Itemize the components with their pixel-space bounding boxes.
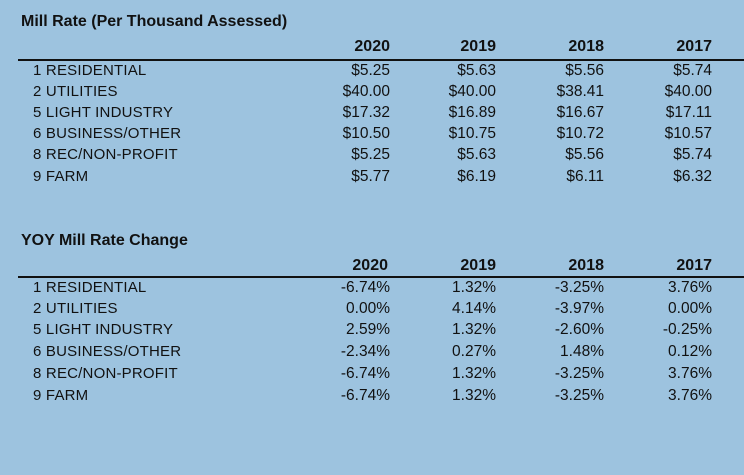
table-cell: $5.74 bbox=[673, 146, 712, 163]
table-cell: $10.50 bbox=[342, 125, 390, 142]
table-cell: $5.56 bbox=[565, 146, 604, 163]
table-cell: -3.25% bbox=[554, 365, 604, 382]
table-cell: $5.25 bbox=[351, 62, 390, 79]
row-label: 5 LIGHT INDUSTRY bbox=[33, 321, 174, 338]
table-row: 2 UTILITIES $40.00 $40.00 $38.41 $40.00 bbox=[0, 83, 744, 104]
table-cell: -6.74% bbox=[340, 387, 390, 404]
table-cell: 2.59% bbox=[346, 321, 390, 338]
table-cell: $5.63 bbox=[457, 62, 496, 79]
table-cell: $17.32 bbox=[342, 104, 390, 121]
table-cell: 0.00% bbox=[668, 300, 712, 317]
year-header: 2017 bbox=[676, 38, 712, 55]
table-cell: $40.00 bbox=[448, 83, 496, 100]
table-cell: $40.00 bbox=[664, 83, 712, 100]
year-header: 2018 bbox=[568, 38, 604, 55]
row-label: 1 RESIDENTIAL bbox=[33, 62, 147, 79]
table-cell: $16.89 bbox=[448, 104, 496, 121]
table-cell: -6.74% bbox=[340, 365, 390, 382]
table-cell: $5.25 bbox=[351, 146, 390, 163]
table-row: 1 RESIDENTIAL -6.74% 1.32% -3.25% 3.76% bbox=[0, 279, 744, 300]
table-row: 1 RESIDENTIAL $5.25 $5.63 $5.56 $5.74 bbox=[0, 62, 744, 83]
row-label: 9 FARM bbox=[33, 387, 89, 404]
table-cell: 1.32% bbox=[452, 279, 496, 296]
table-row: 6 BUSINESS/OTHER $10.50 $10.75 $10.72 $1… bbox=[0, 125, 744, 146]
table-cell: $10.57 bbox=[664, 125, 712, 142]
row-label: 5 LIGHT INDUSTRY bbox=[33, 104, 174, 121]
table-cell: 4.14% bbox=[452, 300, 496, 317]
table-row: 2 UTILITIES 0.00% 4.14% -3.97% 0.00% bbox=[0, 300, 744, 321]
table-cell: -3.25% bbox=[554, 279, 604, 296]
table-row: 8 REC/NON-PROFIT $5.25 $5.63 $5.56 $5.74 bbox=[0, 146, 744, 167]
table-cell: 1.32% bbox=[452, 365, 496, 382]
table-cell: $10.72 bbox=[556, 125, 604, 142]
year-header: 2019 bbox=[460, 257, 496, 274]
year-header: 2018 bbox=[568, 257, 604, 274]
year-header: 2019 bbox=[460, 38, 496, 55]
table-cell: $5.56 bbox=[565, 62, 604, 79]
yoy-change-title: YOY Mill Rate Change bbox=[21, 232, 188, 249]
table-cell: $6.32 bbox=[673, 168, 712, 185]
row-label: 6 BUSINESS/OTHER bbox=[33, 343, 182, 360]
table-cell: -2.34% bbox=[340, 343, 390, 360]
table-cell: 0.27% bbox=[452, 343, 496, 360]
mill-rate-title: Mill Rate (Per Thousand Assessed) bbox=[21, 13, 288, 30]
row-label: 1 RESIDENTIAL bbox=[33, 279, 147, 296]
table-cell: $10.75 bbox=[448, 125, 496, 142]
table-cell: $40.00 bbox=[342, 83, 390, 100]
table-cell: -2.60% bbox=[554, 321, 604, 338]
table-cell: $5.74 bbox=[673, 62, 712, 79]
table-cell: $5.77 bbox=[351, 168, 390, 185]
table-row: 9 FARM -6.74% 1.32% -3.25% 3.76% bbox=[0, 387, 744, 408]
table-row: 5 LIGHT INDUSTRY $17.32 $16.89 $16.67 $1… bbox=[0, 104, 744, 125]
table-cell: $6.19 bbox=[457, 168, 496, 185]
header-divider bbox=[18, 276, 744, 278]
row-label: 8 REC/NON-PROFIT bbox=[33, 365, 178, 382]
table-cell: 3.76% bbox=[668, 365, 712, 382]
table-cell: -0.25% bbox=[662, 321, 712, 338]
table-cell: $5.63 bbox=[457, 146, 496, 163]
row-label: 8 REC/NON-PROFIT bbox=[33, 146, 178, 163]
table-cell: 3.76% bbox=[668, 279, 712, 296]
row-label: 2 UTILITIES bbox=[33, 300, 118, 317]
table-cell: $16.67 bbox=[556, 104, 604, 121]
mill-rate-year-header: 2020 2019 2018 2017 bbox=[0, 38, 744, 58]
table-row: 6 BUSINESS/OTHER -2.34% 0.27% 1.48% 0.12… bbox=[0, 343, 744, 364]
table-cell: $17.11 bbox=[665, 104, 712, 121]
year-header: 2017 bbox=[676, 257, 712, 274]
table-cell: 0.00% bbox=[346, 300, 390, 317]
table-cell: $6.11 bbox=[566, 168, 604, 185]
row-label: 2 UTILITIES bbox=[33, 83, 118, 100]
table-cell: 3.76% bbox=[668, 387, 712, 404]
header-divider bbox=[18, 59, 744, 61]
table-cell: 0.12% bbox=[668, 343, 712, 360]
table-cell: 1.48% bbox=[560, 343, 604, 360]
yoy-year-header: 2020 2019 2018 2017 bbox=[0, 257, 744, 277]
table-cell: -3.97% bbox=[554, 300, 604, 317]
table-row: 9 FARM $5.77 $6.19 $6.11 $6.32 bbox=[0, 168, 744, 189]
table-cell: -6.74% bbox=[340, 279, 390, 296]
row-label: 9 FARM bbox=[33, 168, 89, 185]
table-row: 5 LIGHT INDUSTRY 2.59% 1.32% -2.60% -0.2… bbox=[0, 321, 744, 342]
table-cell: -3.25% bbox=[554, 387, 604, 404]
table-row: 8 REC/NON-PROFIT -6.74% 1.32% -3.25% 3.7… bbox=[0, 365, 744, 386]
table-cell: 1.32% bbox=[452, 321, 496, 338]
row-label: 6 BUSINESS/OTHER bbox=[33, 125, 182, 142]
table-cell: 1.32% bbox=[452, 387, 496, 404]
year-header: 2020 bbox=[354, 38, 390, 55]
table-cell: $38.41 bbox=[556, 83, 604, 100]
year-header: 2020 bbox=[352, 257, 388, 274]
